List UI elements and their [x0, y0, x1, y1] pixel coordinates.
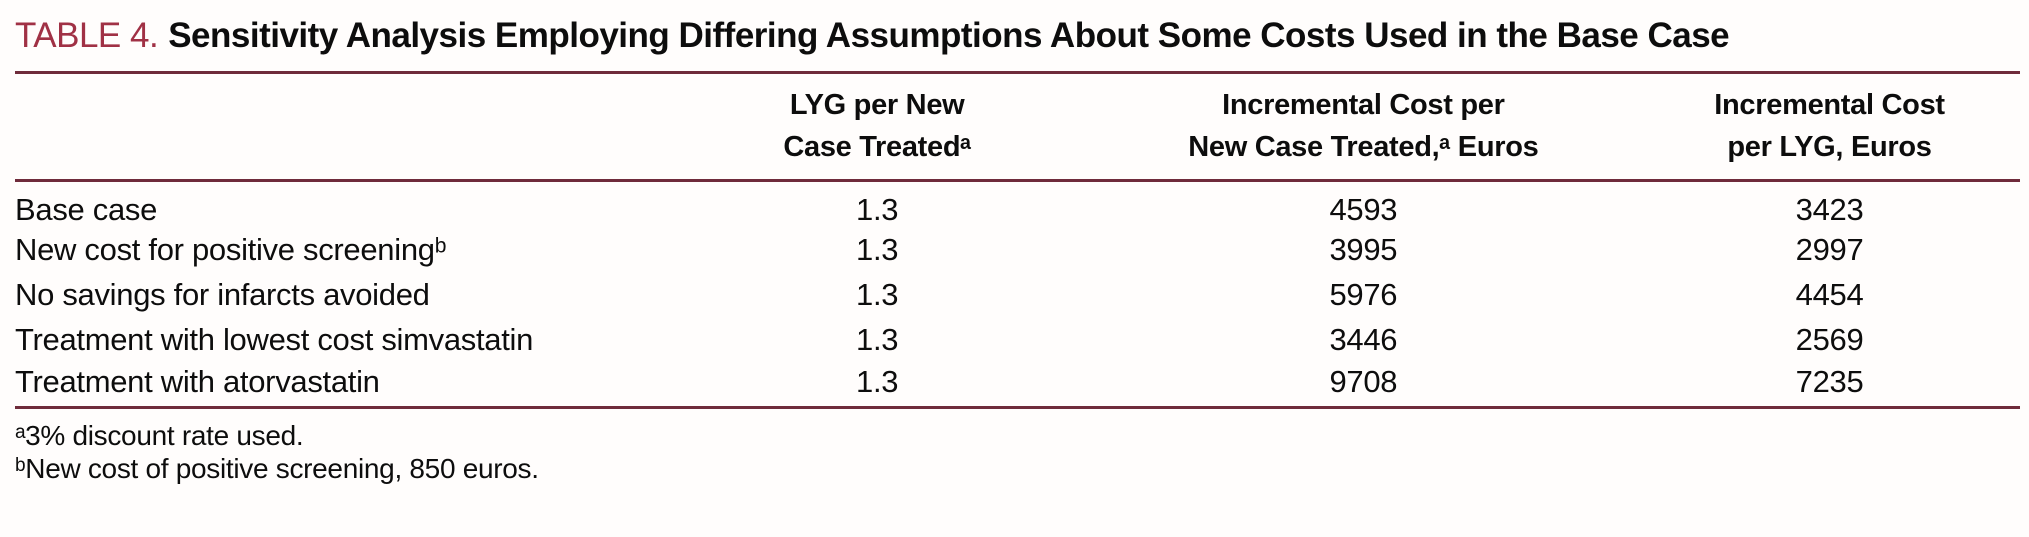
- table-row: New cost for positive screeningᵇ 1.3 399…: [15, 228, 2020, 273]
- cost-per-lyg-value: 3423: [1795, 191, 1864, 227]
- table-header-row: LYG per New Case Treatedᵃ Incremental Co…: [15, 72, 2020, 182]
- table-caption: Sensitivity Analysis Employing Differing…: [168, 16, 1730, 55]
- lyg-value: 1.3: [856, 232, 899, 268]
- row-label: Treatment with lowest cost simvastatin: [15, 322, 534, 358]
- column-header-blank: [15, 72, 667, 182]
- cost-per-lyg-value: 7235: [1795, 363, 1864, 399]
- table-footnotes: ᵃ3% discount rate used. ᵇNew cost of pos…: [15, 419, 2020, 485]
- row-label: No savings for infarcts avoided: [15, 277, 430, 313]
- row-label: Base case: [15, 191, 158, 227]
- row-label: Treatment with atorvastatin: [15, 363, 380, 399]
- lyg-value: 1.3: [856, 363, 899, 399]
- lyg-value: 1.3: [856, 277, 899, 313]
- sensitivity-analysis-table: LYG per New Case Treatedᵃ Incremental Co…: [15, 70, 2020, 410]
- column-header-incremental-cost-per-new-case: Incremental Cost per New Case Treated,ᵃ …: [1087, 72, 1640, 182]
- table-row: Treatment with atorvastatin 1.3 9708 723…: [15, 363, 2020, 408]
- cost-per-new-case-value: 4593: [1329, 191, 1398, 227]
- cost-per-new-case-value: 3995: [1329, 232, 1398, 268]
- table-row: Treatment with lowest cost simvastatin 1…: [15, 318, 2020, 363]
- footnote-a: ᵃ3% discount rate used.: [15, 420, 304, 452]
- cost-per-lyg-value: 4454: [1795, 277, 1864, 313]
- lyg-value: 1.3: [856, 191, 899, 227]
- table-title: TABLE 4. Sensitivity Analysis Employing D…: [15, 14, 2020, 58]
- cost-per-new-case-value: 3446: [1329, 322, 1398, 358]
- table-number: TABLE 4.: [15, 16, 159, 55]
- cost-per-new-case-value: 9708: [1329, 363, 1398, 399]
- row-label: New cost for positive screeningᵇ: [15, 232, 447, 268]
- footnote-b: ᵇNew cost of positive screening, 850 eur…: [15, 453, 539, 485]
- table-row: No savings for infarcts avoided 1.3 5976…: [15, 273, 2020, 318]
- cost-per-new-case-value: 5976: [1329, 277, 1398, 313]
- table-row: Base case 1.3 4593 3423: [15, 180, 2020, 228]
- lyg-value: 1.3: [856, 322, 899, 358]
- column-header-lyg-per-new-case: LYG per New Case Treatedᵃ: [666, 72, 1088, 182]
- cost-per-lyg-value: 2997: [1795, 232, 1864, 268]
- column-header-incremental-cost-per-lyg: Incremental Cost per LYG, Euros: [1639, 72, 2020, 182]
- paper-table-figure: TABLE 4. Sensitivity Analysis Employing D…: [15, 14, 2020, 485]
- cost-per-lyg-value: 2569: [1795, 322, 1864, 358]
